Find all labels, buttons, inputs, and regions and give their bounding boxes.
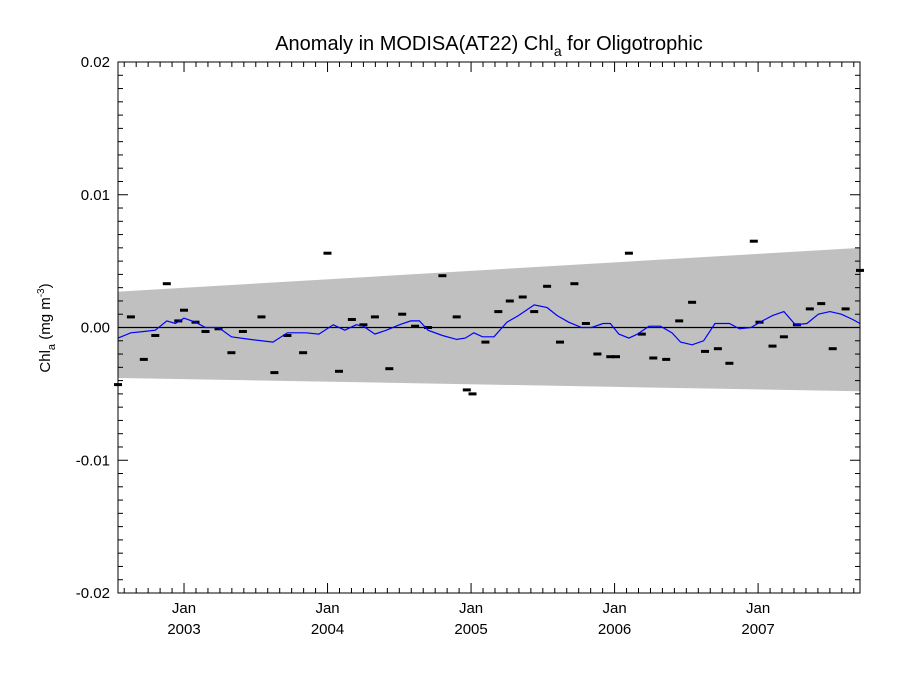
y-tick-label: -0.01 [76,452,110,469]
data-point-0-56 [817,302,826,306]
x-tick-label-month: Jan [172,600,196,617]
x-tick-label-month: Jan [746,600,770,617]
uncertainty-band [118,247,860,392]
data-point-0-49 [725,361,734,365]
data-point-0-29 [481,340,490,344]
data-point-0-46 [688,300,697,304]
data-point-0-58 [841,307,850,311]
data-point-0-10 [227,351,236,355]
data-point-0-16 [323,251,332,255]
data-point-0-34 [543,284,552,288]
data-point-0-6 [180,308,188,312]
data-point-0-48 [713,347,722,351]
data-point-0-18 [347,318,356,321]
data-point-0-55 [805,307,814,311]
x-tick-label-year: 2007 [741,621,774,638]
data-point-0-14 [283,334,292,337]
x-tick-label-month: Jan [459,600,483,617]
data-point-0-5 [174,319,183,323]
data-point-0-25 [438,274,447,278]
data-point-0-32 [518,295,527,299]
y-tick-label: 0.02 [81,54,110,71]
data-point-0-15 [299,351,308,355]
data-point-0-45 [675,319,684,323]
data-point-0-53 [779,335,788,339]
x-tick-label-month: Jan [315,600,339,617]
data-point-0-44 [662,357,671,361]
data-point-0-3 [151,334,160,337]
data-point-0-19 [359,323,368,327]
data-point-0-57 [828,347,837,351]
data-point-0-50 [749,239,758,243]
data-point-0-11 [238,330,247,333]
data-point-0-41 [624,251,633,255]
data-point-0-24 [424,326,432,329]
y-tick-label: 0.01 [81,187,110,204]
data-point-0-35 [556,340,564,344]
x-tick-label-year: 2006 [598,621,631,638]
data-point-0-23 [411,324,420,328]
data-point-0-33 [530,310,539,314]
data-point-0-47 [701,349,709,353]
y-tick-label: 0.00 [81,320,110,337]
data-point-0-42 [637,332,646,336]
data-point-0-13 [270,371,279,375]
data-point-0-28 [468,392,477,396]
data-point-0-21 [385,367,394,371]
x-tick-label-year: 2003 [167,621,200,638]
data-point-0-39 [606,355,615,359]
data-point-0-37 [581,322,590,325]
data-point-0-30 [494,310,503,314]
x-tick-label-year: 2004 [311,621,344,638]
data-point-0-1 [126,315,135,319]
data-point-0-12 [257,315,266,319]
data-point-0-38 [593,352,602,356]
data-point-0-2 [139,357,148,361]
x-tick-label-month: Jan [602,600,626,617]
data-point-0-40 [612,355,620,359]
plot-area: 0.02 0.01 0.00 -0.01 -0.02 Jan 2003 Jan 2004 Jan 2… [76,54,864,638]
data-point-0-22 [398,312,407,316]
data-point-0-20 [370,315,379,319]
data-point-0-52 [768,344,777,348]
chart-title: Anomaly in MODISA(AT22) Chla for Oligotr… [275,33,703,59]
y-tick-label: -0.02 [76,585,110,602]
data-point-0-43 [649,356,658,360]
data-point-0-26 [452,315,461,319]
series-line-1 [117,304,861,346]
data-point-0-8 [201,330,210,333]
data-point-0-31 [505,299,514,303]
data-point-0-17 [335,369,343,373]
data-point-0-9 [214,327,223,331]
data-point-0-4 [162,282,171,286]
y-axis-label: Chla (mg m-3) [36,283,58,372]
data-point-0-36 [570,282,579,286]
x-tick-label-year: 2005 [454,621,487,638]
data-point-0-27 [462,388,471,392]
